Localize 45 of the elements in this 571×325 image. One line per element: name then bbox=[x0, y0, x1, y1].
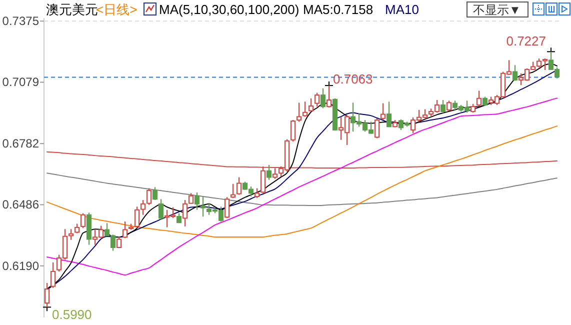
chart-title: 澳元美元 bbox=[46, 2, 98, 17]
y-tick-label: 0.7079 bbox=[2, 75, 40, 90]
y-tick-label: 0.6782 bbox=[2, 136, 40, 151]
candlestick bbox=[308, 98, 314, 112]
text: MA(5,10,30,60,100,200) bbox=[159, 2, 300, 17]
candlestick bbox=[320, 88, 326, 109]
y-tick-label: 0.6190 bbox=[2, 258, 40, 273]
candlestick bbox=[482, 96, 488, 106]
line-series bbox=[46, 98, 558, 276]
chart-subtitle: <日线> bbox=[96, 2, 138, 17]
candlestick bbox=[50, 262, 56, 288]
y-tick-label: 0.6486 bbox=[2, 198, 40, 212]
candlestick bbox=[224, 196, 230, 219]
candlestick bbox=[254, 188, 260, 199]
candlestick bbox=[512, 64, 518, 82]
candlestick bbox=[314, 92, 320, 108]
candlestick bbox=[152, 186, 158, 200]
text: 不显示▼ bbox=[473, 3, 521, 17]
candlestick bbox=[122, 220, 128, 239]
candlestick bbox=[374, 118, 380, 139]
line-series bbox=[46, 126, 558, 238]
candlestick bbox=[230, 183, 236, 199]
annotation: 0.5990 bbox=[52, 307, 92, 322]
candlestick bbox=[68, 228, 74, 240]
candlestick bbox=[386, 101, 392, 128]
candlestick bbox=[440, 100, 446, 114]
candlestick bbox=[74, 223, 80, 234]
candlestick bbox=[302, 101, 308, 118]
candlestick bbox=[380, 102, 386, 121]
text: MA10 bbox=[385, 2, 419, 17]
candlestick bbox=[476, 90, 482, 108]
candlestick bbox=[296, 102, 302, 122]
candlestick bbox=[80, 212, 86, 229]
y-tick-label: 0.7375 bbox=[2, 14, 40, 28]
candlestick bbox=[446, 100, 452, 112]
candlestick bbox=[200, 196, 206, 217]
annotation: 0.7063 bbox=[333, 72, 373, 87]
candlestick bbox=[266, 164, 272, 180]
candlestick bbox=[236, 176, 242, 196]
candlestick bbox=[290, 120, 296, 142]
annotation: 0.7227 bbox=[506, 34, 546, 49]
line-series bbox=[46, 172, 558, 206]
candlestick bbox=[158, 198, 164, 220]
candlestick bbox=[194, 192, 200, 210]
text: MA5:0.7158 bbox=[303, 2, 374, 17]
